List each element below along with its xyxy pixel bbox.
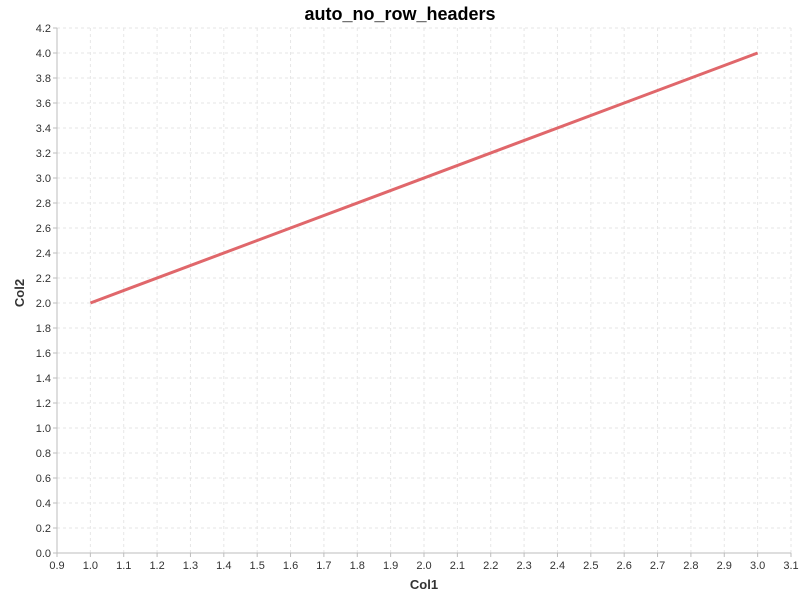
x-tick-label: 2.8: [683, 560, 698, 572]
x-tick-label: 1.2: [149, 560, 164, 572]
series-line: [89, 51, 759, 305]
y-tick-label: 3.6: [36, 98, 51, 110]
y-tick-label: 1.0: [36, 423, 51, 435]
x-axis-label: Col1: [410, 577, 438, 592]
x-tick-label: 1.6: [283, 560, 298, 572]
y-tick-label: 2.4: [36, 248, 51, 260]
y-tick-label: 2.0: [36, 298, 51, 310]
x-tick-label: 2.6: [617, 560, 632, 572]
y-tick-label: 0.2: [36, 523, 51, 535]
x-tick-label: 2.0: [416, 560, 431, 572]
y-tick-label: 3.2: [36, 148, 51, 160]
y-tick-label: 1.6: [36, 348, 51, 360]
x-tick-label: 2.7: [650, 560, 665, 572]
y-axis-ticks: 0.0 0.2 0.4 0.6 0.8 1.0 1.2 1.4 1.6 1.8 2.0 2.2 2.4 2…: [36, 23, 57, 560]
y-tick-label: 0.4: [36, 498, 51, 510]
y-tick-label: 0.8: [36, 448, 51, 460]
x-tick-label: 2.5: [583, 560, 598, 572]
y-tick-label: 1.8: [36, 323, 51, 335]
y-tick-label: 3.0: [36, 173, 51, 185]
x-tick-label: 1.1: [116, 560, 131, 572]
x-tick-label: 2.3: [516, 560, 531, 572]
x-tick-label: 2.9: [717, 560, 732, 572]
y-tick-label: 3.4: [36, 123, 51, 135]
x-tick-label: 2.2: [483, 560, 498, 572]
y-tick-label: 1.4: [36, 373, 51, 385]
y-tick-label: 2.6: [36, 223, 51, 235]
x-tick-label: 1.5: [250, 560, 265, 572]
x-tick-label: 1.4: [216, 560, 231, 572]
x-tick-label: 2.4: [550, 560, 565, 572]
chart-title: auto_no_row_headers: [304, 4, 495, 24]
x-tick-label: 0.9: [49, 560, 64, 572]
y-axis-label: Col2: [12, 279, 27, 307]
y-tick-label: 0.0: [36, 548, 51, 560]
y-tick-label: 4.0: [36, 48, 51, 60]
x-tick-label: 1.0: [83, 560, 98, 572]
y-tick-label: 1.2: [36, 398, 51, 410]
grid-lines: [56, 27, 792, 554]
x-tick-label: 1.9: [383, 560, 398, 572]
x-tick-label: 2.1: [450, 560, 465, 572]
x-axis-ticks: 0.9 1.0 1.1 1.2 1.3 1.4 1.5 1.6 1.7 1.8 1.9 2.0 2.1 2…: [49, 553, 799, 572]
series-group: [89, 51, 759, 305]
y-tick-label: 0.6: [36, 473, 51, 485]
x-tick-label: 1.3: [183, 560, 198, 572]
x-tick-label: 3.1: [783, 560, 798, 572]
x-tick-label: 3.0: [750, 560, 765, 572]
y-tick-label: 3.8: [36, 73, 51, 85]
y-tick-label: 2.8: [36, 198, 51, 210]
x-tick-label: 1.8: [350, 560, 365, 572]
y-tick-label: 2.2: [36, 273, 51, 285]
y-tick-label: 4.2: [36, 23, 51, 35]
x-tick-label: 1.7: [316, 560, 331, 572]
